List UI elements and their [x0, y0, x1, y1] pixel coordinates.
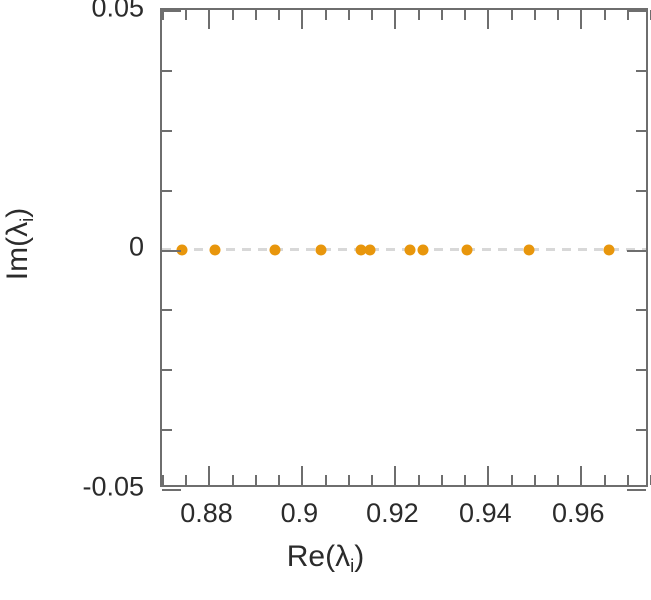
yaxis-title-suffix: )	[1, 207, 34, 218]
yaxis-tick	[636, 429, 646, 432]
xaxis-tick	[254, 475, 257, 485]
xaxis-tick	[510, 475, 513, 485]
yaxis-tick	[636, 189, 646, 192]
xaxis-tick	[510, 10, 513, 20]
xaxis-tick	[301, 10, 304, 29]
xaxis-tick	[208, 10, 211, 29]
xaxis-tick	[371, 10, 374, 20]
data-point	[355, 244, 367, 255]
xaxis-tick	[626, 10, 629, 20]
xaxis-tick	[487, 10, 490, 29]
yaxis-tick	[162, 189, 172, 192]
data-point	[176, 244, 188, 255]
xtick-label-2: 0.92	[366, 498, 419, 528]
yaxis-tick	[627, 489, 646, 491]
xaxis-tick	[324, 475, 327, 485]
xaxis-title-subscript: i	[350, 554, 355, 576]
yaxis-tick	[162, 309, 172, 312]
yaxis-tick	[162, 69, 172, 72]
data-point	[209, 244, 221, 255]
xaxis-tick	[580, 10, 583, 29]
xaxis-title: Re(λi)	[0, 540, 651, 576]
xaxis-tick	[324, 10, 327, 20]
yaxis-tick	[627, 249, 646, 252]
data-point	[364, 244, 376, 255]
yaxis-tick	[636, 129, 646, 132]
xaxis-tick	[487, 466, 490, 485]
xaxis-tick	[417, 10, 420, 20]
yaxis-title-prefix: Im(	[1, 236, 34, 281]
xaxis-title-suffix: )	[354, 540, 365, 573]
ytick-label-2: -0.05	[82, 471, 144, 502]
yaxis-tick	[162, 129, 172, 132]
xaxis-tick	[440, 10, 443, 20]
data-point	[315, 244, 327, 255]
xaxis-tick	[162, 10, 164, 20]
xaxis-tick	[394, 10, 397, 29]
xtick-label-3: 0.94	[459, 498, 512, 528]
xaxis-title-prefix: Re(	[286, 540, 336, 573]
xtick-label-4: 0.96	[552, 498, 605, 528]
xaxis-tick	[301, 466, 304, 485]
xaxis-tick	[603, 475, 606, 485]
xaxis-tick	[533, 10, 536, 20]
ytick-label-1: 0	[128, 231, 144, 262]
xaxis-tick	[231, 10, 234, 20]
data-point	[603, 244, 615, 255]
yaxis-title-subscript: i	[15, 217, 37, 222]
yaxis-tick	[636, 369, 646, 372]
yaxis-title: Im(λi)	[1, 134, 37, 354]
xaxis-tick	[440, 475, 443, 485]
yaxis-tick	[162, 429, 172, 432]
xtick-label-1: 0.9	[280, 498, 319, 528]
xaxis-tick	[371, 475, 374, 485]
xaxis-tick	[580, 466, 583, 485]
xaxis-tick	[208, 466, 211, 485]
data-point	[523, 244, 535, 255]
data-point	[404, 244, 416, 255]
ytick-label-0: 0.05	[91, 0, 144, 23]
data-point	[269, 244, 281, 255]
data-point	[461, 244, 473, 255]
xtick-label-0: 0.88	[180, 498, 233, 528]
xaxis-tick	[557, 10, 560, 20]
yaxis-tick	[162, 10, 181, 12]
xaxis-tick	[185, 475, 188, 485]
xaxis-tick	[347, 475, 350, 485]
yaxis-tick	[162, 489, 181, 491]
xaxis-tick	[626, 475, 629, 485]
xaxis-tick	[464, 10, 467, 20]
yaxis-tick	[636, 309, 646, 312]
xaxis-tick	[603, 10, 606, 20]
yaxis-tick	[627, 10, 646, 12]
yaxis-tick	[636, 69, 646, 72]
xaxis-tick	[464, 475, 467, 485]
yaxis-tick	[162, 249, 181, 252]
xaxis-tick	[231, 475, 234, 485]
zero-reference-line	[162, 248, 646, 251]
xaxis-tick	[278, 10, 281, 20]
xaxis-tick	[417, 475, 420, 485]
xaxis-tick	[185, 10, 188, 20]
xaxis-tick	[533, 475, 536, 485]
plot-area	[160, 8, 651, 491]
yaxis-tick	[162, 369, 172, 372]
xaxis-title-lambda: λ	[335, 540, 351, 573]
xaxis-tick	[278, 475, 281, 485]
xaxis-tick	[162, 475, 164, 485]
xaxis-tick	[394, 466, 397, 485]
data-point	[417, 244, 429, 255]
xaxis-tick	[347, 10, 350, 20]
xaxis-tick	[254, 10, 257, 20]
xaxis-tick	[557, 475, 560, 485]
yaxis-title-lambda: λ	[1, 221, 34, 237]
